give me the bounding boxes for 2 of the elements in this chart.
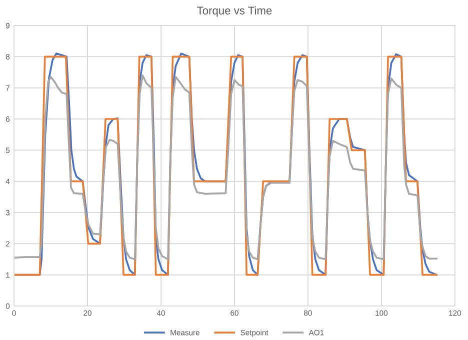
- chart-title: Torque vs Time: [197, 6, 272, 17]
- line-series: [14, 74, 438, 260]
